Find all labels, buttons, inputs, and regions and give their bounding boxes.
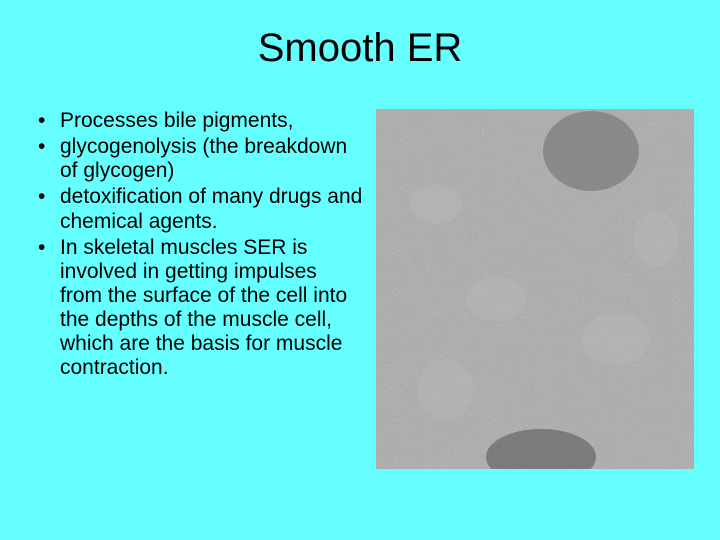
bullet-item: detoxification of many drugs and chemica… <box>34 185 364 233</box>
bullet-item: In skeletal muscles SER is involved in g… <box>34 236 364 381</box>
bullet-list: Processes bile pigments, glycogenolysis … <box>34 109 364 469</box>
bullet-item: Processes bile pigments, <box>34 109 364 133</box>
micrograph-image <box>376 109 694 469</box>
slide-title: Smooth ER <box>0 0 720 81</box>
slide-content: Processes bile pigments, glycogenolysis … <box>0 81 720 469</box>
bullet-item: glycogenolysis (the breakdown of glycoge… <box>34 135 364 183</box>
